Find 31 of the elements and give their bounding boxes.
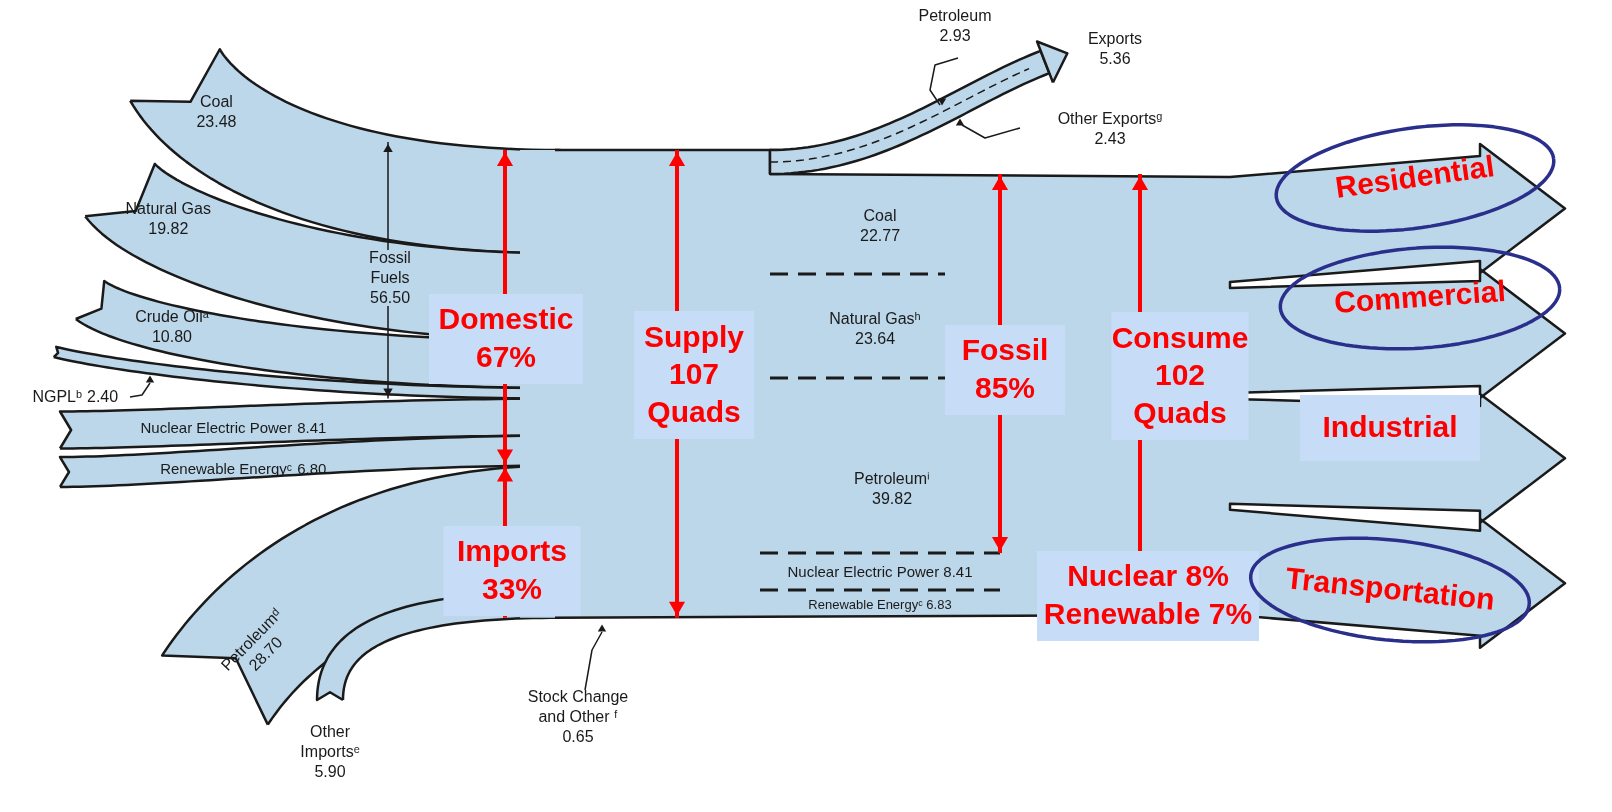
data-label: 8.41 bbox=[297, 418, 327, 436]
category-label: NGPLᵇ bbox=[32, 388, 82, 405]
text: Transportation bbox=[1284, 561, 1497, 616]
text: Consume 102 Quads bbox=[1111, 320, 1249, 429]
text: Other Exportsᵍ 2.43 bbox=[1057, 110, 1163, 147]
text: Nuclear 8% Renewable 7% bbox=[1043, 559, 1253, 630]
category-label: Coal bbox=[199, 92, 233, 110]
data-label: 19.82 bbox=[148, 220, 189, 238]
text: Petroleum 2.93 bbox=[918, 7, 992, 44]
text: Fossil Fuels 56.50 bbox=[369, 249, 411, 306]
category-label: Other Importsᵉ bbox=[300, 723, 360, 760]
data-label: 2.40 bbox=[87, 388, 119, 405]
text: Industrial bbox=[1322, 410, 1458, 443]
text: Residential bbox=[1333, 149, 1497, 204]
text: Fossil 85% bbox=[961, 333, 1049, 404]
text: Supply 107 Quads bbox=[643, 319, 745, 428]
text: Domestic 67% bbox=[438, 302, 574, 373]
data-label: 23.48 bbox=[196, 112, 237, 130]
text: Coal 22.77 bbox=[859, 207, 901, 244]
category-label: Nuclear Electric Power bbox=[140, 418, 293, 436]
text: Stock Change and Other ᶠ 0.65 bbox=[527, 688, 629, 745]
text: Nuclear Electric Power 8.41 bbox=[787, 563, 973, 580]
text: Natural Gasʰ 23.64 bbox=[829, 310, 921, 347]
text: Commercial bbox=[1333, 274, 1507, 319]
text: Petroleumⁱ 39.82 bbox=[854, 470, 930, 507]
data-label: 5.90 bbox=[314, 763, 346, 780]
category-label: Natural Gas bbox=[125, 200, 211, 218]
data-label: 10.80 bbox=[151, 328, 193, 346]
text: Exports 5.36 bbox=[1087, 30, 1143, 67]
text: Renewable Energyᶜ 6.83 bbox=[808, 597, 952, 612]
text: Imports 33% bbox=[456, 534, 568, 605]
